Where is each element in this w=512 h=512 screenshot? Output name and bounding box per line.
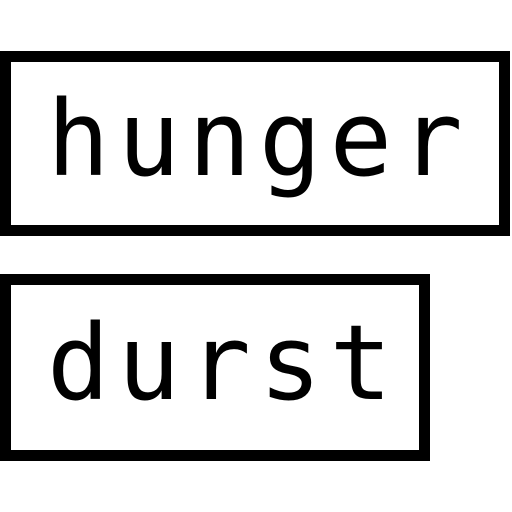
durst-word-box: durst — [0, 274, 430, 461]
durst-word: durst — [47, 301, 401, 424]
hunger-word: hunger — [47, 77, 471, 200]
hunger-word-box: hunger — [0, 51, 510, 236]
